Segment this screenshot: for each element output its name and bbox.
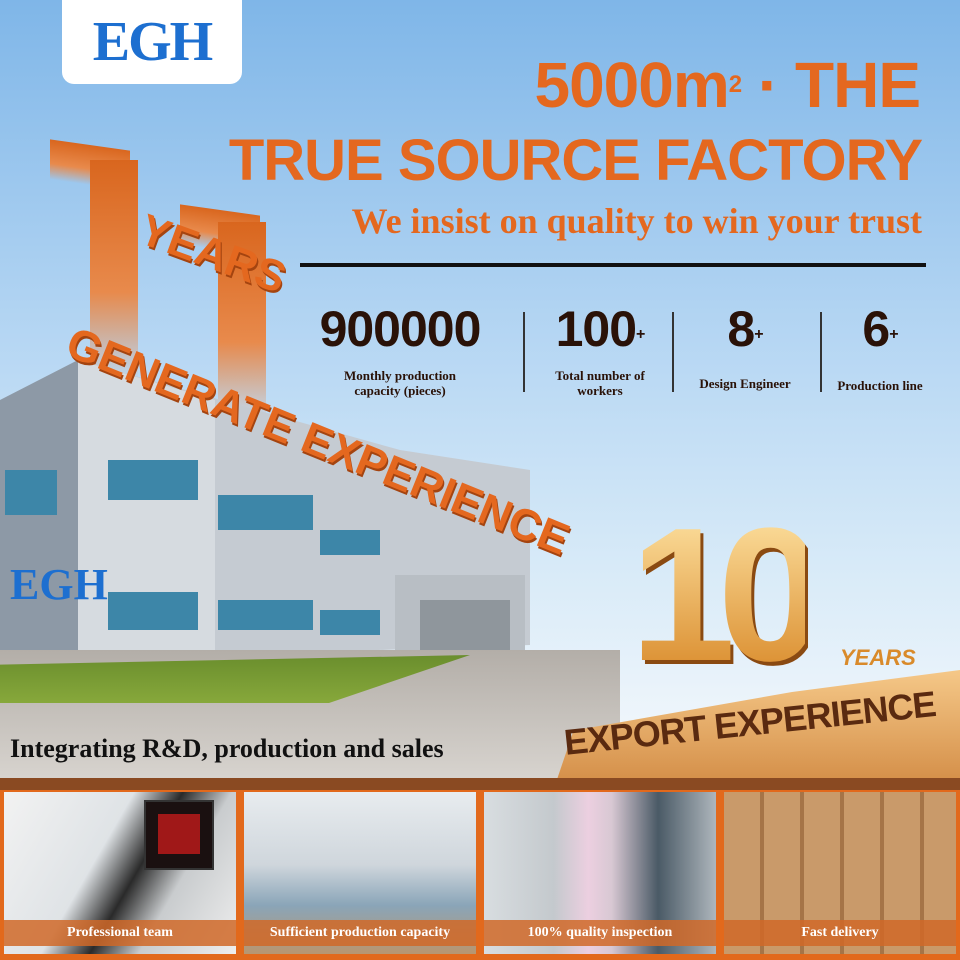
area-value: 5000m <box>534 49 729 121</box>
eleven-digit-1 <box>90 160 138 380</box>
stat-lines: 6+ Production line <box>825 300 935 393</box>
stat-value: 900000 <box>319 301 482 357</box>
stat-separator <box>523 312 525 392</box>
stat-value: 6 <box>862 301 890 357</box>
panel-label: 100% quality inspection <box>484 920 716 946</box>
eleven-digit-2 <box>218 222 266 422</box>
stat-plus: + <box>889 326 898 343</box>
panel-label: Sufficient production capacity <box>244 920 476 946</box>
headline-factory: TRUE SOURCE FACTORY <box>228 128 923 193</box>
factory-building <box>0 360 530 660</box>
divider <box>300 263 926 267</box>
tagline: Integrating R&D, production and sales <box>10 734 444 763</box>
stat-value: 100 <box>555 301 637 357</box>
band-top-strip <box>0 778 960 790</box>
panel-label: Professional team <box>4 920 236 946</box>
building-sign: EGH <box>10 560 108 609</box>
panel-professional-team: Professional team <box>4 792 236 954</box>
slogan: We insist on quality to win your trust <box>351 201 922 241</box>
pcb-screen <box>158 814 200 854</box>
area-unit-sup: 2 <box>728 71 742 98</box>
stat-label: Design Engineer <box>699 376 791 391</box>
ten-years-word: YEARS <box>840 645 916 670</box>
ten-years-number: 10 <box>630 489 823 701</box>
panel-label: Fast delivery <box>724 920 956 946</box>
stat-plus: + <box>636 326 645 343</box>
monitor-image <box>144 800 214 870</box>
stat-label: Production line <box>837 378 923 393</box>
stat-engineers: 8+ Design Engineer <box>680 300 810 391</box>
egh-logo: EGH <box>62 0 242 84</box>
stat-label: Total number of workers <box>555 368 645 398</box>
stat-capacity: 900000 Monthly production capacity (piec… <box>305 300 495 398</box>
stat-plus: + <box>754 326 763 343</box>
panel-quality-inspection: 100% quality inspection <box>484 792 716 954</box>
stat-value: 8 <box>727 301 755 357</box>
headline-area: 5000m2 · THE <box>534 48 921 122</box>
panel-production-capacity: Sufficient production capacity <box>244 792 476 954</box>
panel-fast-delivery: Fast delivery <box>724 792 956 954</box>
stat-label: Monthly production capacity (pieces) <box>343 368 457 398</box>
headline-the: · THE <box>741 49 921 121</box>
stat-workers: 100+ Total number of workers <box>530 300 670 398</box>
stat-separator <box>672 312 674 392</box>
stat-separator <box>820 312 822 392</box>
